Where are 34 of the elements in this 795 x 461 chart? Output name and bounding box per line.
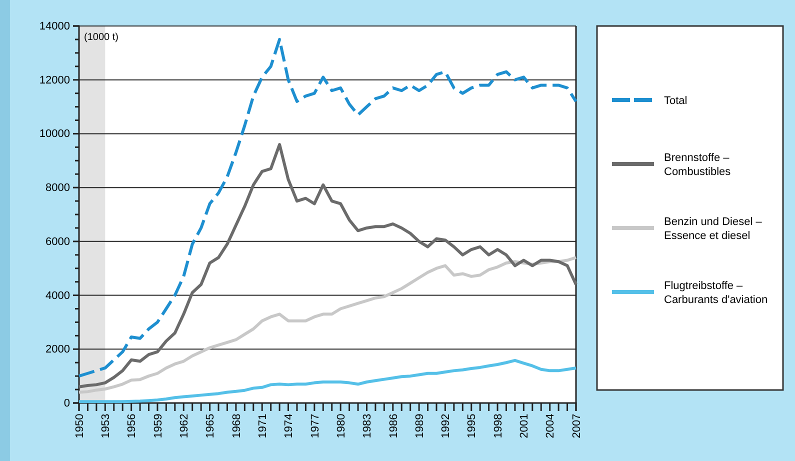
x-tick-label: 1974 [283,414,296,438]
x-tick-label: 1962 [178,414,190,438]
x-tick-label: 1971 [256,414,269,438]
y-tick-label: 2000 [46,344,70,356]
x-tick-label: 1983 [362,414,374,438]
x-tick-label: 1989 [414,414,426,438]
x-tick-label: 1953 [100,414,112,438]
line-series [78,358,578,404]
legend-label: Flugtreibstoffe – Carburants d'aviation [664,280,768,306]
y-tick-label: 14000 [39,20,70,33]
x-tick-label: 1995 [466,414,478,438]
x-tick-label: 1950 [74,414,86,438]
x-tick-label: 1998 [492,414,504,438]
legend-label: Brennstoffe – Combustibles [664,152,732,178]
x-tick-label: 2004 [544,414,557,438]
x-tick-label: 2007 [570,414,583,438]
y-tick-label: 0 [64,398,70,410]
x-tick-label: 1956 [126,414,138,438]
x-tick-label: 1980 [335,414,348,438]
y-tick-label: 6000 [46,236,70,248]
y-tick-label: 4000 [46,290,70,302]
legend-label: Benzin und Diesel – Essence et diesel [664,216,763,242]
x-tick-label: 1968 [230,414,243,438]
y-tick-label: 10000 [39,128,70,140]
y-axis-title: (1000 t) [84,32,118,43]
x-tick-label: 2001 [518,414,531,438]
x-tick-label: 1977 [309,414,322,438]
legend-label: Total [664,95,688,107]
x-tick-label: 1986 [388,414,400,438]
x-tick-label: 1965 [204,414,217,438]
y-tick-label: 8000 [46,182,70,194]
x-tick-label: 1959 [152,414,164,438]
y-tick-label: 12000 [39,74,70,86]
x-tick-label: 1992 [440,414,452,438]
